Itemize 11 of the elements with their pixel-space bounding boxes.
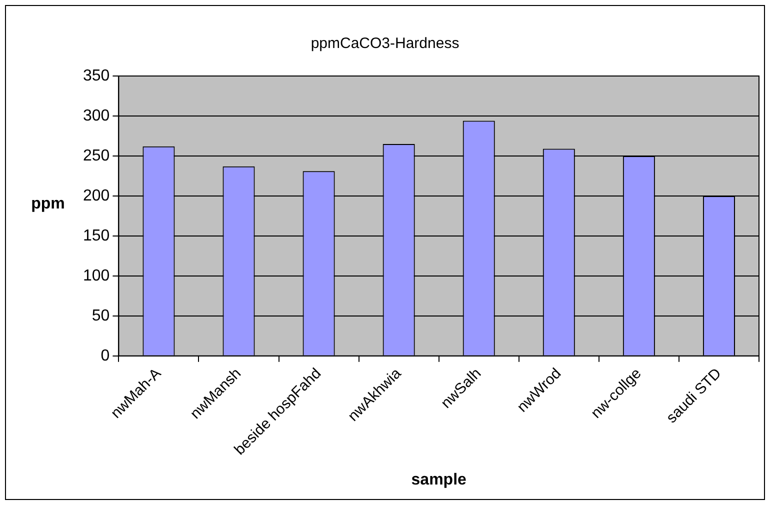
y-axis-title: ppm <box>31 195 65 212</box>
y-tick-label: 50 <box>92 307 110 324</box>
y-tick-label: 150 <box>82 227 110 244</box>
y-tick-label: 100 <box>82 267 110 284</box>
x-axis-title: sample <box>411 471 467 488</box>
y-tick-label: 0 <box>100 347 110 364</box>
y-tick-label: 200 <box>82 187 110 204</box>
y-tick-label: 300 <box>82 107 110 124</box>
y-tick-label: 350 <box>82 67 110 84</box>
y-tick-label: 250 <box>82 147 110 164</box>
chart-title: ppmCaCO3-Hardness <box>310 35 460 52</box>
